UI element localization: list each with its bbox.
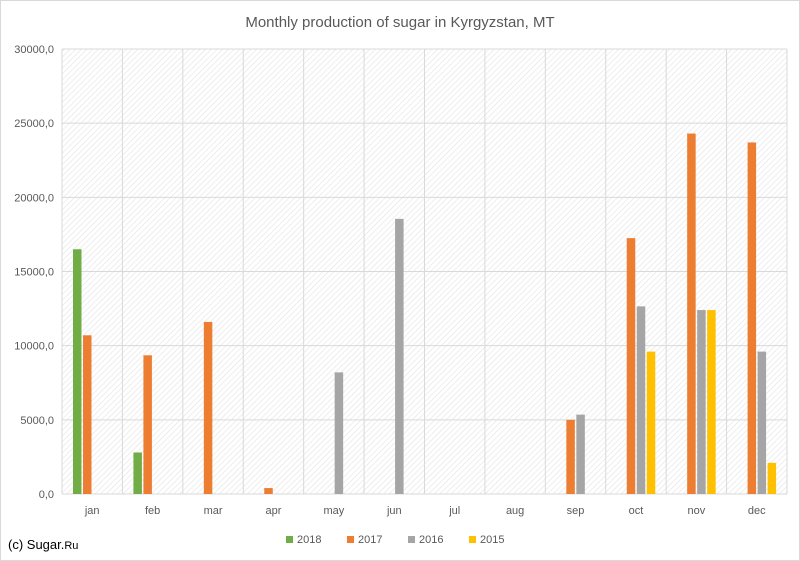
credit-text: (c) Sugar.Ru — [8, 537, 79, 552]
bar-2017-apr — [264, 488, 273, 494]
x-category-label: dec — [748, 505, 766, 517]
x-category-label: mar — [204, 505, 223, 517]
bar-2015-oct — [646, 351, 656, 494]
bar-2016-jun — [395, 218, 404, 494]
x-category-label: jun — [386, 505, 402, 517]
bar-2015-nov — [707, 310, 716, 494]
x-category-label: may — [323, 505, 344, 517]
legend-label: 2016 — [419, 534, 443, 546]
bar-2017-jan — [83, 335, 92, 494]
legend-swatch — [469, 536, 476, 543]
bar-2016-may — [334, 372, 344, 494]
bar-2017-sep — [566, 419, 575, 494]
y-tick-label: 0,0 — [39, 489, 54, 501]
x-category-label: oct — [629, 505, 644, 517]
legend-label: 2015 — [480, 534, 504, 546]
bar-2017-oct — [626, 238, 636, 494]
legend-label: 2017 — [358, 534, 382, 546]
x-category-label: jul — [448, 505, 460, 517]
x-category-label: sep — [567, 505, 585, 517]
bar-2017-nov — [687, 133, 696, 495]
x-category-label: feb — [145, 505, 160, 517]
bar-2016-sep — [576, 414, 585, 494]
y-tick-label: 10000,0 — [14, 341, 54, 353]
y-tick-label: 25000,0 — [14, 118, 54, 130]
bar-2017-dec — [747, 142, 757, 494]
y-tick-label: 5000,0 — [20, 415, 54, 427]
bar-2015-dec — [767, 462, 777, 494]
bar-2016-oct — [636, 306, 646, 494]
x-category-label: apr — [266, 505, 282, 517]
bar-2018-feb — [133, 452, 142, 494]
bar-2018-jan — [73, 249, 82, 494]
x-category-label: jan — [84, 505, 100, 517]
bar-2016-dec — [757, 351, 767, 494]
legend-swatch — [347, 536, 354, 543]
x-category-label: nov — [688, 505, 706, 517]
bar-2016-nov — [697, 310, 706, 494]
y-tick-label: 30000,0 — [14, 44, 54, 56]
chart-title: Monthly production of sugar in Kyrgyzsta… — [245, 14, 555, 31]
bar-2017-mar — [203, 321, 213, 494]
legend-label: 2018 — [297, 534, 321, 546]
legend-swatch — [408, 536, 415, 543]
legend-swatch — [286, 536, 293, 543]
x-category-label: aug — [506, 505, 524, 517]
y-tick-label: 15000,0 — [14, 267, 54, 279]
y-tick-label: 20000,0 — [14, 192, 54, 204]
bar-2017-feb — [143, 355, 152, 494]
